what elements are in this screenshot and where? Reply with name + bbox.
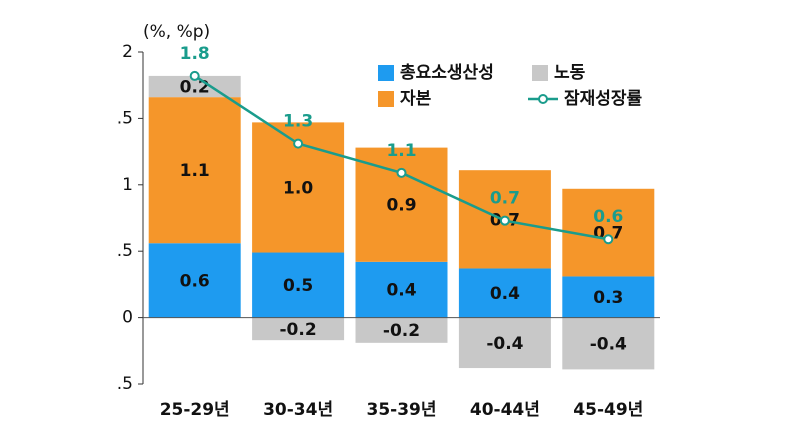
bar-segment xyxy=(562,317,655,370)
line-label: 0.7 xyxy=(490,189,520,209)
bar-segment xyxy=(458,317,551,369)
x-tick-label: 40-44년 xyxy=(470,400,540,420)
bar-label: -0.4 xyxy=(486,334,523,354)
bar-label: 0.9 xyxy=(386,196,416,216)
line-point xyxy=(189,70,200,81)
bar-label: 0.5 xyxy=(283,276,313,296)
bar-segment xyxy=(252,317,345,341)
bar-label: 0.2 xyxy=(180,78,210,98)
bar-label: 1.1 xyxy=(180,161,210,181)
y-tick-label: 2 xyxy=(122,42,133,62)
bar-segment xyxy=(148,97,241,244)
bar-segment xyxy=(355,317,448,343)
bar-label: -0.4 xyxy=(590,334,627,354)
y-tick-label: 0 xyxy=(122,308,133,328)
y-tick-label: .5 xyxy=(117,241,133,261)
line-point xyxy=(499,215,510,226)
x-tick-label: 35-39년 xyxy=(366,400,436,420)
y-tick-label: .5 xyxy=(117,374,133,394)
legend-label: 잠재성장률 xyxy=(564,89,643,109)
line-label: 0.6 xyxy=(593,207,623,227)
y-axis-unit: (%, %p) xyxy=(143,22,210,42)
bar-segment xyxy=(355,261,448,318)
bar-label: 0.4 xyxy=(386,281,416,301)
line-point xyxy=(293,138,304,149)
legend-label: 자본 xyxy=(400,89,432,109)
bar-label: 0.3 xyxy=(593,288,623,308)
legend-swatch xyxy=(378,65,394,81)
y-tick-label: .5 xyxy=(117,108,133,128)
legend-marker xyxy=(538,94,548,104)
bar-label: -0.2 xyxy=(280,320,317,340)
bar-segment xyxy=(562,276,655,318)
line-point xyxy=(603,234,614,245)
legend-swatch xyxy=(378,91,394,107)
bar-label: 0.4 xyxy=(490,284,520,304)
bar-label: 0.6 xyxy=(180,271,210,291)
bar-segment xyxy=(148,243,241,318)
bar-label: -0.2 xyxy=(383,321,420,341)
x-tick-label: 25-29년 xyxy=(160,400,230,420)
x-tick-label: 45-49년 xyxy=(573,400,643,420)
y-tick-label: 1 xyxy=(122,175,133,195)
line-label: 1.3 xyxy=(283,112,313,132)
x-tick-label: 30-34년 xyxy=(263,400,333,420)
bar-segment xyxy=(252,252,345,318)
line-label: 1.1 xyxy=(386,141,416,161)
legend-label: 노동 xyxy=(554,63,586,83)
bar-segment xyxy=(355,147,448,262)
line-label: 1.8 xyxy=(180,44,210,64)
bar-segment xyxy=(458,268,551,318)
bar-label: 1.0 xyxy=(283,178,313,198)
legend-label: 총요소생산성 xyxy=(400,63,494,83)
line-point xyxy=(396,167,407,178)
legend-swatch xyxy=(532,65,548,81)
